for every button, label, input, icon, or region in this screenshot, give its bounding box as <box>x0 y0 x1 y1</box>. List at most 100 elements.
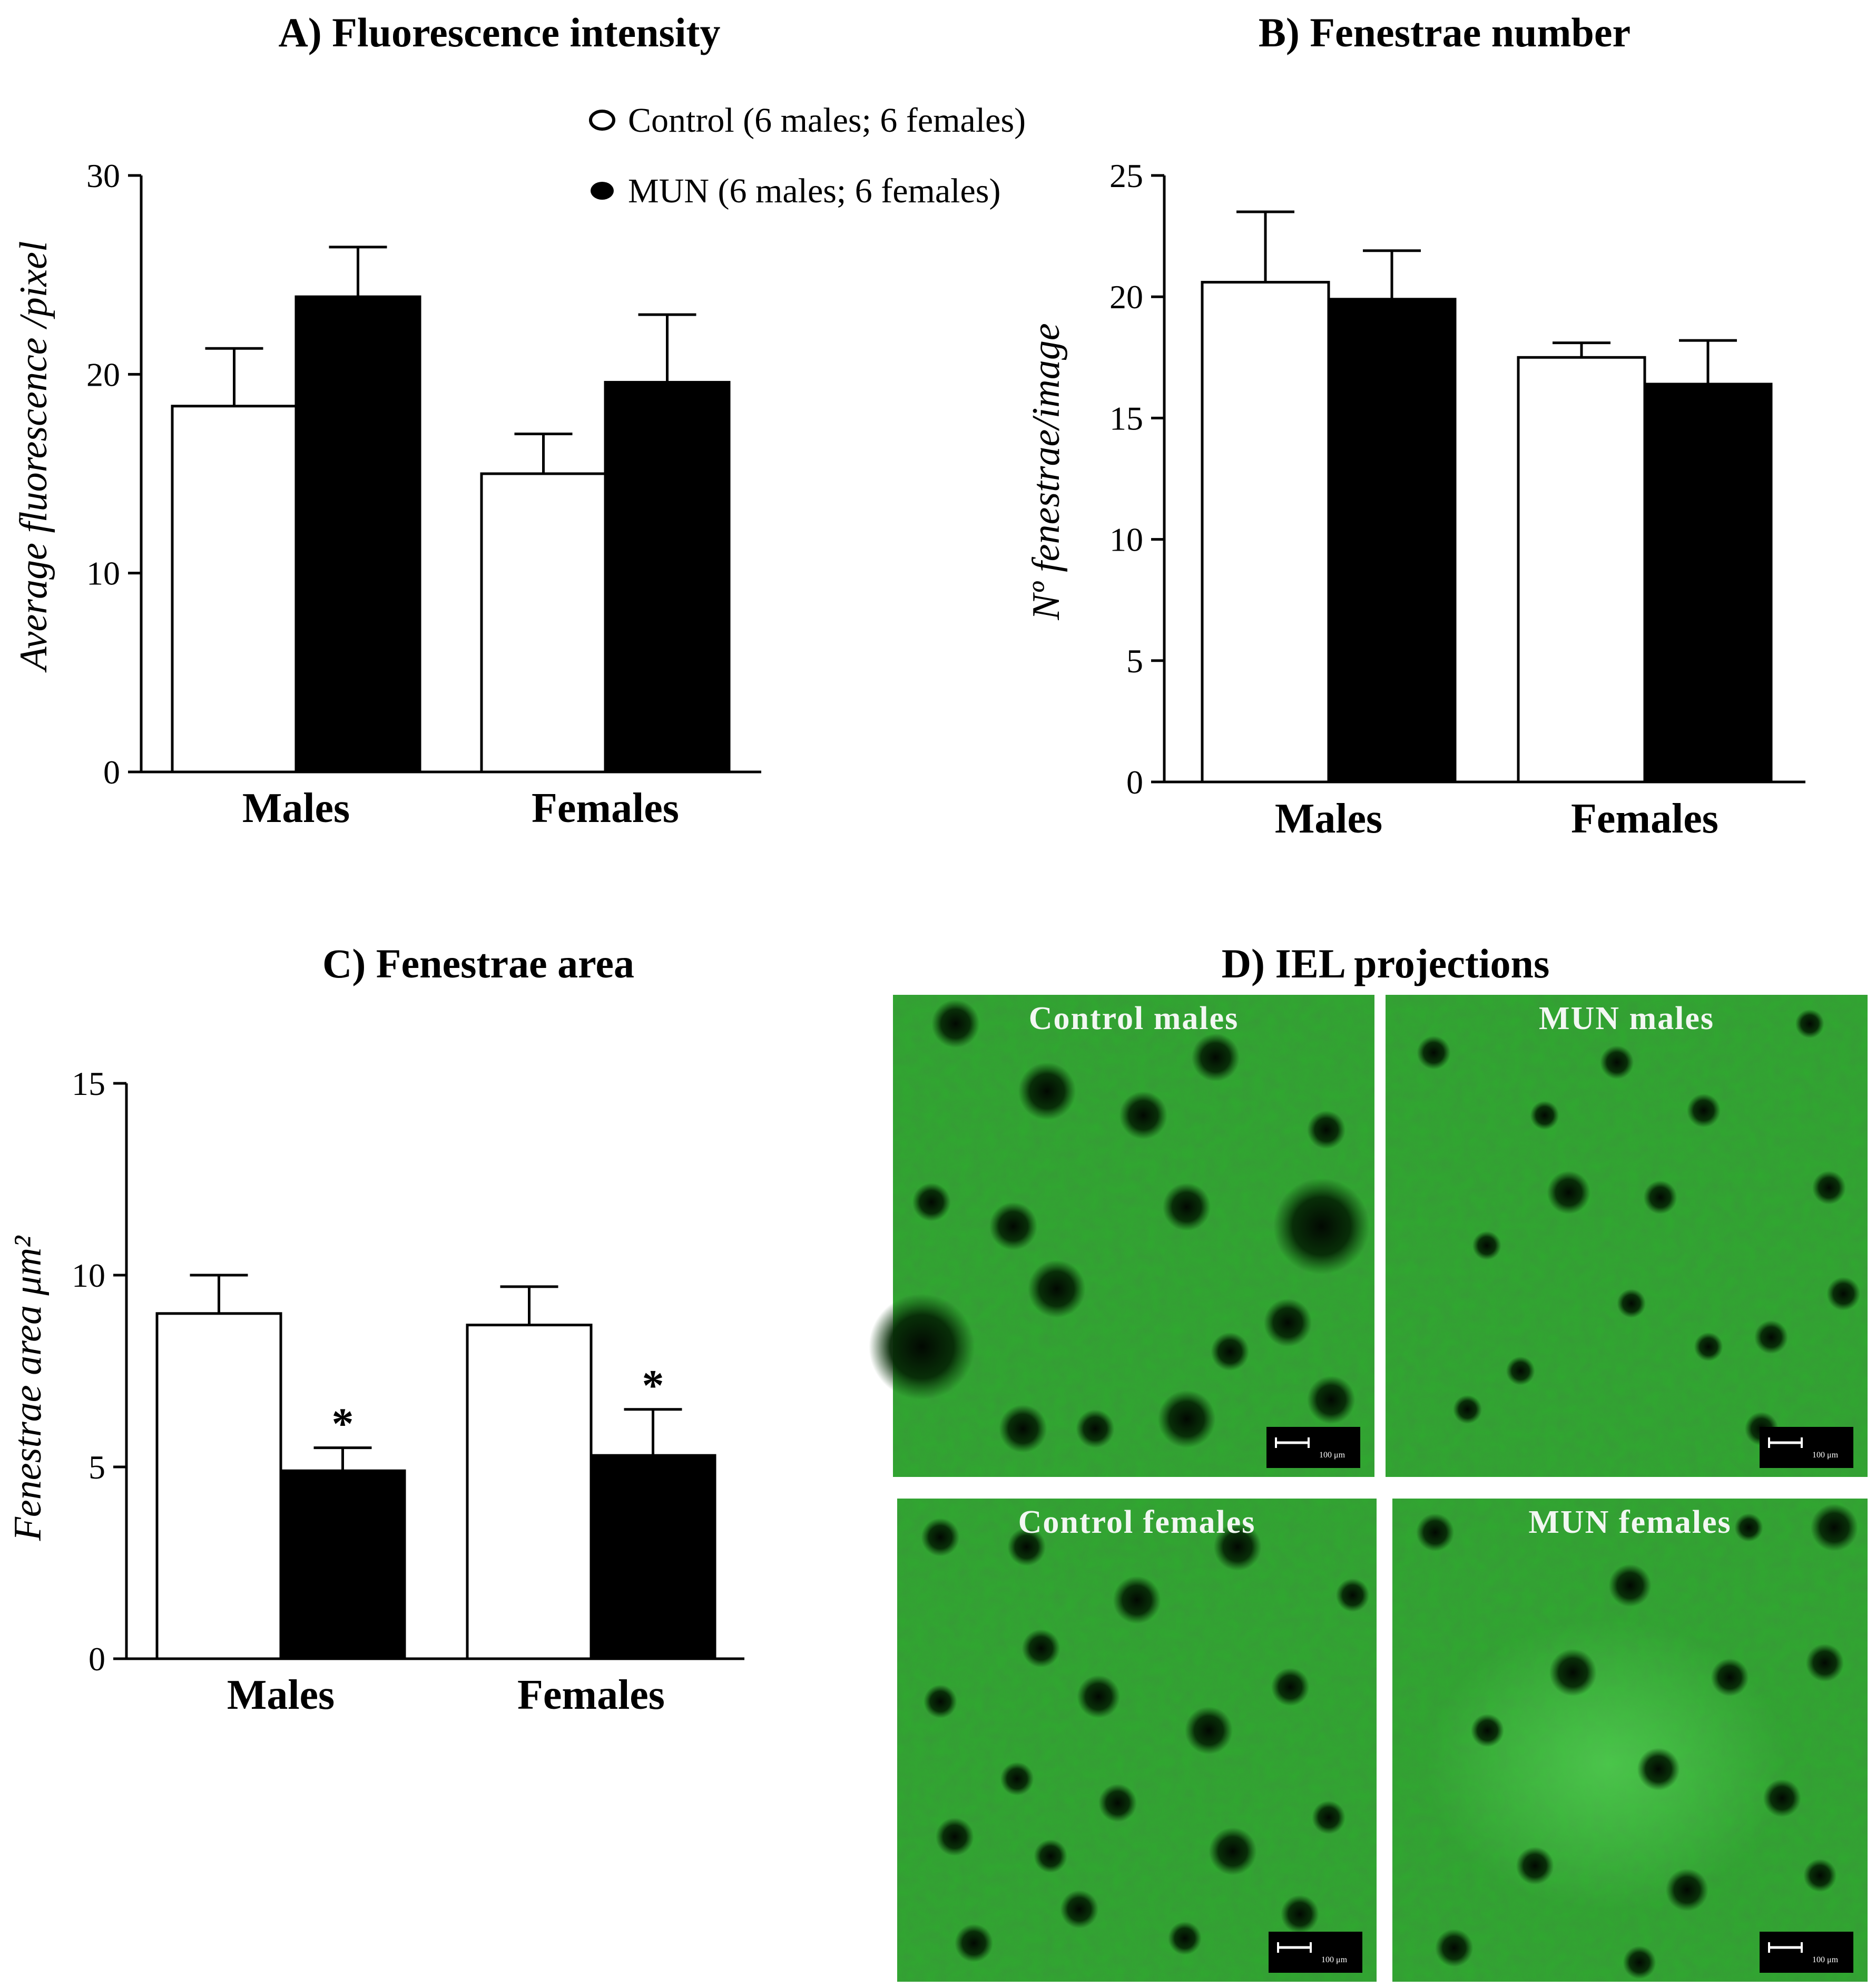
fenestra-spot <box>1637 1747 1680 1791</box>
fenestra-spot <box>924 1685 957 1718</box>
fenestra-spot <box>1077 1675 1121 1718</box>
panel-c-title: C) Fenestrae area <box>322 941 634 986</box>
fenestra-spot <box>935 1817 974 1856</box>
fenestra-spot <box>1307 1110 1346 1149</box>
fenestra-spot <box>1665 1868 1708 1912</box>
fenestra-spot <box>1600 1045 1634 1080</box>
fenestra-spot <box>1191 1033 1240 1082</box>
legend-mun-marker <box>591 182 614 200</box>
fenestra-spot <box>1113 1576 1161 1624</box>
y-tick-label: 0 <box>103 753 120 791</box>
fenestra-spot <box>955 1924 993 1963</box>
fenestra-spot <box>1209 1827 1257 1875</box>
fenestra-spot <box>1312 1800 1345 1835</box>
fenestra-spot <box>869 1294 975 1400</box>
scale-bar-label: 100 μm <box>1812 1955 1839 1964</box>
fenestra-spot <box>1027 1260 1086 1318</box>
fenestra-spot <box>1711 1658 1749 1697</box>
y-tick-label: 30 <box>86 157 120 194</box>
fenestra-spot <box>1007 1528 1046 1567</box>
fenestra-spot <box>1754 1320 1789 1354</box>
fenestra-spot <box>1516 1846 1554 1885</box>
fenestra-spot <box>1763 1779 1801 1817</box>
panel-a-bars <box>171 246 731 774</box>
fenestra-spot <box>1281 1895 1319 1934</box>
scale-bar-box <box>1760 1932 1853 1973</box>
micrograph-label: Control females <box>1018 1504 1256 1540</box>
fenestra-spot <box>1694 1332 1723 1362</box>
fenestra-spot <box>1686 1093 1721 1128</box>
bar <box>604 380 731 774</box>
legend: Control (6 males; 6 females) MUN (6 male… <box>589 101 1026 210</box>
fenestra-spot <box>1168 1921 1202 1955</box>
x-tick-label: Females <box>1571 796 1718 842</box>
fenestra-spot <box>1506 1356 1535 1386</box>
panel-b-bars <box>1201 210 1773 784</box>
panel-d-title: D) IEL projections <box>1222 941 1550 986</box>
micrograph-label: MUN males <box>1539 1001 1714 1036</box>
fenestra-spot <box>1416 1513 1455 1552</box>
fenestra-spot <box>1795 1009 1824 1039</box>
fenestra-spot <box>1453 1395 1482 1424</box>
legend-mun-label: MUN (6 males; 6 females) <box>628 172 1000 210</box>
x-tick-label: Males <box>242 785 350 831</box>
panel-a-labels: Males Females 0 10 20 30 <box>86 157 679 831</box>
x-tick-label: Females <box>517 1672 665 1718</box>
y-tick-label: 5 <box>1126 642 1143 680</box>
micrograph-label: Control males <box>1029 1001 1239 1036</box>
fenestra-spot <box>912 1182 951 1222</box>
fenestra-spot <box>1417 1035 1451 1070</box>
fenestra-spot <box>1273 1178 1370 1275</box>
fenestra-spot <box>1034 1839 1068 1873</box>
panel-a-axes <box>128 174 761 774</box>
fenestra-spot <box>1119 1091 1167 1140</box>
micrograph-tile: Control females 100 μm <box>897 1499 1377 1982</box>
panel-a-chart: A) Fluorescence intensity Average fluore… <box>12 9 761 831</box>
fenestra-spot <box>1549 1649 1597 1697</box>
fenestra-spot <box>1617 1289 1646 1318</box>
y-tick-label: 15 <box>72 1065 105 1102</box>
fenestra-spot <box>1812 1170 1846 1205</box>
scale-bar-box <box>1760 1427 1853 1468</box>
fenestra-spot <box>1022 1629 1060 1668</box>
y-tick-label: 15 <box>1109 399 1143 437</box>
panel-b-chart: B) Fenestrae number Nº fenestrae/image M… <box>1025 9 1805 842</box>
micrograph-tile: MUN females 100 μm <box>1392 1499 1868 1982</box>
y-tick-label: 10 <box>86 555 120 592</box>
fenestra-spot <box>1623 1945 1656 1979</box>
fenestra-spot <box>1547 1170 1590 1215</box>
fenestra-spot <box>1608 1564 1652 1607</box>
y-tick-label: 10 <box>1109 521 1143 559</box>
panel-b-labels: Males Females 0 5 10 15 20 25 <box>1109 157 1718 842</box>
fenestra-spot <box>1470 1714 1504 1747</box>
fenestra-spot <box>1213 1523 1262 1571</box>
fenestra-spot <box>1162 1182 1211 1231</box>
legend-control-label: Control (6 males; 6 females) <box>628 101 1026 140</box>
scale-bar-label: 100 μm <box>1321 1955 1348 1964</box>
fenestra-spot <box>1263 1298 1312 1347</box>
fenestra-spot <box>1211 1332 1250 1371</box>
fenestra-spot <box>931 1000 980 1048</box>
x-tick-label: Males <box>1275 796 1382 842</box>
fenestra-spot <box>1805 1643 1844 1682</box>
fenestra-spot <box>1335 1578 1370 1612</box>
fenestra-spot <box>1643 1180 1677 1215</box>
x-tick-label: Males <box>227 1672 335 1718</box>
bar <box>480 472 607 774</box>
y-tick-label: 10 <box>72 1257 105 1294</box>
panel-c-axes <box>113 1082 744 1660</box>
micrograph-tile: Control males 100 μm <box>869 995 1374 1477</box>
fenestra-spot <box>1271 1668 1310 1707</box>
y-tick-label: 25 <box>1109 157 1143 194</box>
panel-a-title: A) Fluorescence intensity <box>278 9 720 55</box>
bar <box>155 1312 282 1660</box>
legend-control-marker <box>589 110 615 131</box>
panel-c-bars <box>155 1274 716 1660</box>
fenestra-spot <box>1826 1277 1861 1311</box>
bar <box>1201 281 1330 784</box>
fenestra-spot <box>999 1404 1047 1453</box>
bar <box>1643 383 1773 784</box>
significance-marker: * <box>332 1399 354 1448</box>
fenestra-spot <box>989 1202 1038 1250</box>
